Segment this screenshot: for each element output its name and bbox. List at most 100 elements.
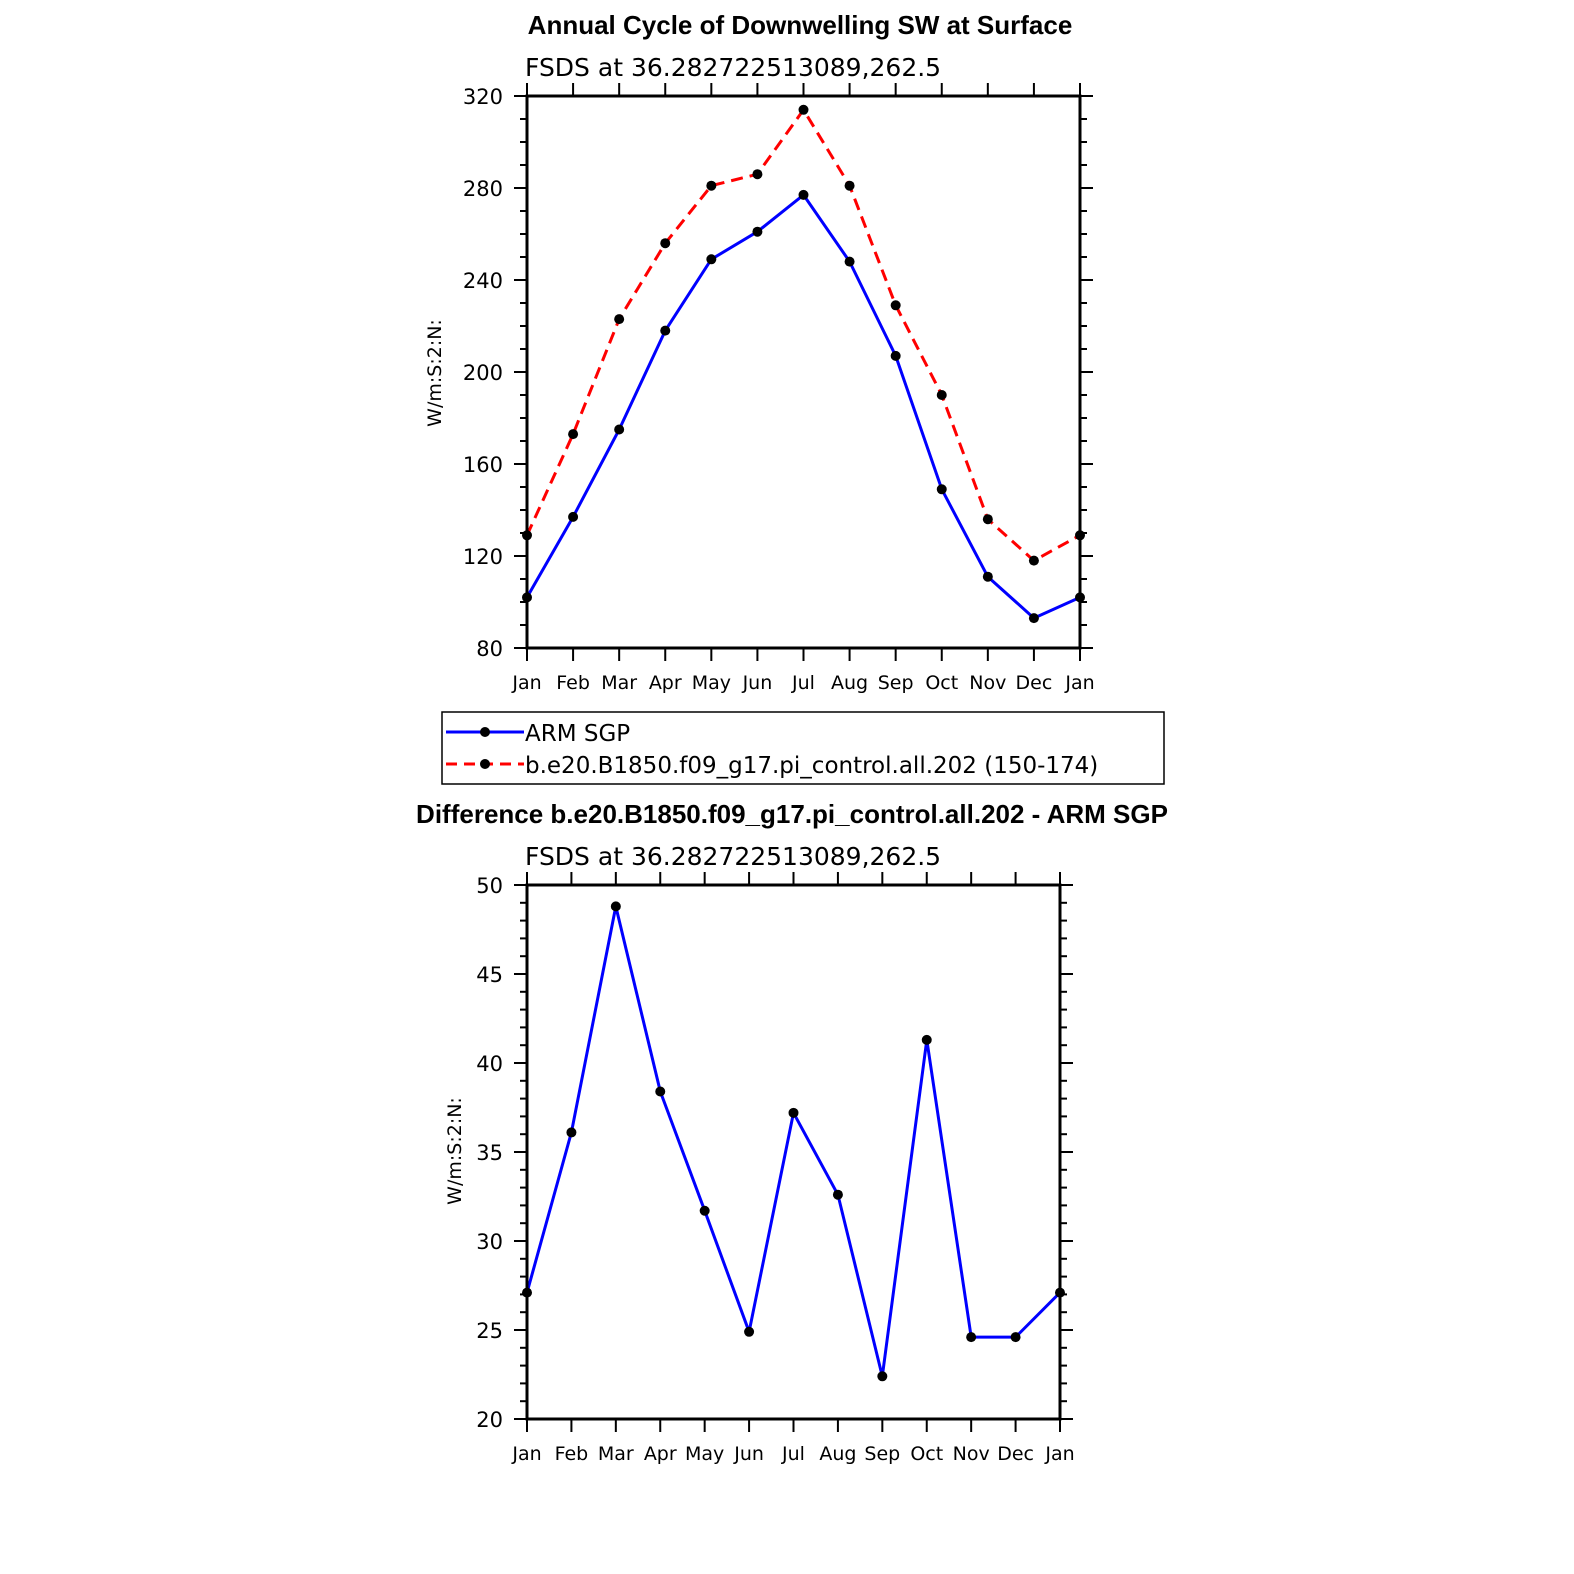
bottom-y-tick-label: 40 (476, 1052, 503, 1076)
bottom-chart-x-tick-labels: Jan Feb Mar Apr May Jun Jul Aug Sep Oct Nov Dec Jan (511, 1443, 1074, 1465)
top-series-0-point (706, 254, 717, 265)
top-series-line-0 (525, 193, 1081, 620)
bottom-series-0-point (877, 1371, 888, 1382)
top-chart-legend: ARM SGP b.e20.B1850.f09_g17.pi_control.a… (441, 711, 1165, 785)
bottom-x-tick-label: Feb (555, 1443, 589, 1465)
top-series-1-point (614, 314, 625, 325)
top-x-tick-label: Dec (1016, 672, 1053, 694)
top-series-0-point (936, 484, 947, 495)
top-chart-series (522, 104, 1085, 624)
top-x-tick-label: Apr (649, 672, 682, 694)
bottom-x-tick-label: Nov (953, 1443, 990, 1465)
top-x-tick-label: Jan (511, 672, 541, 694)
top-chart-y-axis-label: W/m:S:2:N: (424, 319, 446, 427)
legend-label-model: b.e20.B1850.f09_g17.pi_control.all.202 (… (525, 753, 1098, 779)
bottom-y-tick-label: 35 (476, 1141, 503, 1165)
bottom-series-0-point (744, 1326, 755, 1337)
bottom-x-tick-label: Sep (864, 1443, 900, 1465)
top-series-1-point (752, 169, 763, 180)
top-chart-subtitle: FSDS at 36.282722513089,262.5 (525, 53, 941, 82)
top-series-1-point (890, 300, 901, 311)
bottom-y-tick-label: 25 (476, 1319, 503, 1343)
bottom-x-tick-label: Dec (997, 1443, 1034, 1465)
bottom-chart: Difference b.e20.B1850.f09_g17.pi_contro… (416, 799, 1168, 1465)
bottom-x-tick-label: Jan (1044, 1443, 1074, 1465)
top-chart-title: Annual Cycle of Downwelling SW at Surfac… (528, 10, 1073, 40)
top-x-tick-label: Feb (556, 672, 590, 694)
top-y-tick-label: 320 (463, 85, 503, 109)
bottom-chart-y-tick-labels: 20 25 30 35 40 45 50 (476, 874, 503, 1432)
top-series-line-1 (525, 108, 1081, 563)
bottom-series-0-point (1010, 1332, 1021, 1343)
top-x-tick-label: Jul (791, 672, 815, 694)
bottom-series-0-point (832, 1189, 843, 1200)
bottom-y-tick-label: 30 (476, 1230, 503, 1254)
bottom-series-0-point (655, 1086, 666, 1097)
top-series-0-point (890, 350, 901, 361)
bottom-x-tick-label: Jun (733, 1443, 764, 1465)
bottom-y-tick-label: 50 (476, 874, 503, 898)
top-x-tick-label: Nov (969, 672, 1006, 694)
bottom-x-tick-label: May (685, 1443, 724, 1465)
legend-entry-arm-sgp: ARM SGP (446, 721, 630, 747)
top-series-1-point (706, 180, 717, 191)
top-x-tick-label: May (692, 672, 731, 694)
top-chart-ticks (514, 83, 1093, 661)
top-series-1-point (660, 238, 671, 249)
top-x-tick-label: Jan (1064, 672, 1094, 694)
top-x-tick-label: Aug (831, 672, 868, 694)
top-series-1-point (568, 429, 579, 440)
bottom-series-0-point (610, 901, 621, 912)
bottom-series-0-point (966, 1332, 977, 1343)
bottom-x-tick-label: Oct (910, 1443, 943, 1465)
top-chart-x-tick-labels: Jan Feb Mar Apr May Jun Jul Aug Sep Oct Nov Dec Jan (511, 672, 1094, 694)
bottom-chart-series (522, 901, 1065, 1382)
legend-marker-arm-sgp (480, 727, 490, 737)
legend-marker-model (480, 759, 490, 769)
bottom-x-tick-label: Apr (644, 1443, 677, 1465)
top-x-tick-label: Oct (925, 672, 958, 694)
bottom-y-tick-label: 45 (476, 963, 503, 987)
top-x-tick-label: Jun (742, 672, 773, 694)
top-series-0-point (660, 325, 671, 336)
top-series-0-point (982, 571, 993, 582)
top-series-0-point (1028, 613, 1039, 624)
bottom-series-line-0 (525, 904, 1062, 1378)
legend-label-arm-sgp: ARM SGP (525, 721, 630, 747)
bottom-chart-ticks (514, 872, 1073, 1432)
bottom-series-0-point (699, 1205, 710, 1216)
bottom-series-0-point (788, 1107, 799, 1118)
top-series-1-point (1028, 555, 1039, 566)
bottom-chart-title: Difference b.e20.B1850.f09_g17.pi_contro… (416, 799, 1168, 829)
top-chart-y-tick-labels: 80 120 160 200 240 280 320 (463, 85, 503, 661)
legend-box (441, 711, 1165, 785)
top-y-tick-label: 200 (463, 361, 503, 385)
bottom-x-tick-label: Jul (781, 1443, 805, 1465)
top-x-tick-label: Sep (878, 672, 914, 694)
top-y-tick-label: 240 (463, 269, 503, 293)
bottom-chart-subtitle: FSDS at 36.282722513089,262.5 (525, 842, 941, 871)
top-chart: Annual Cycle of Downwelling SW at Surfac… (424, 10, 1165, 785)
top-series-0-point (614, 424, 625, 435)
top-series-1-point (798, 104, 809, 115)
top-y-tick-label: 80 (476, 637, 503, 661)
top-series-1-point (844, 180, 855, 191)
bottom-series-0-point (921, 1034, 932, 1045)
top-y-tick-label: 280 (463, 177, 503, 201)
bottom-chart-y-axis-label: W/m:S:2:N: (444, 1097, 466, 1205)
bottom-x-tick-label: Aug (819, 1443, 856, 1465)
legend-entry-model: b.e20.B1850.f09_g17.pi_control.all.202 (… (446, 753, 1098, 779)
top-series-0-point (844, 256, 855, 267)
bottom-chart-frame (525, 883, 1062, 1421)
top-series-1-point (936, 390, 947, 400)
bottom-x-tick-label: Mar (598, 1443, 634, 1465)
top-series-0-point (798, 189, 809, 200)
top-series-0-point (752, 226, 763, 237)
top-series-1-point (982, 514, 993, 525)
bottom-series-0-point (566, 1127, 577, 1138)
bottom-y-tick-label: 20 (476, 1408, 503, 1432)
bottom-x-tick-label: Jan (511, 1443, 541, 1465)
top-y-tick-label: 160 (463, 453, 503, 477)
top-series-0-point (568, 511, 579, 522)
